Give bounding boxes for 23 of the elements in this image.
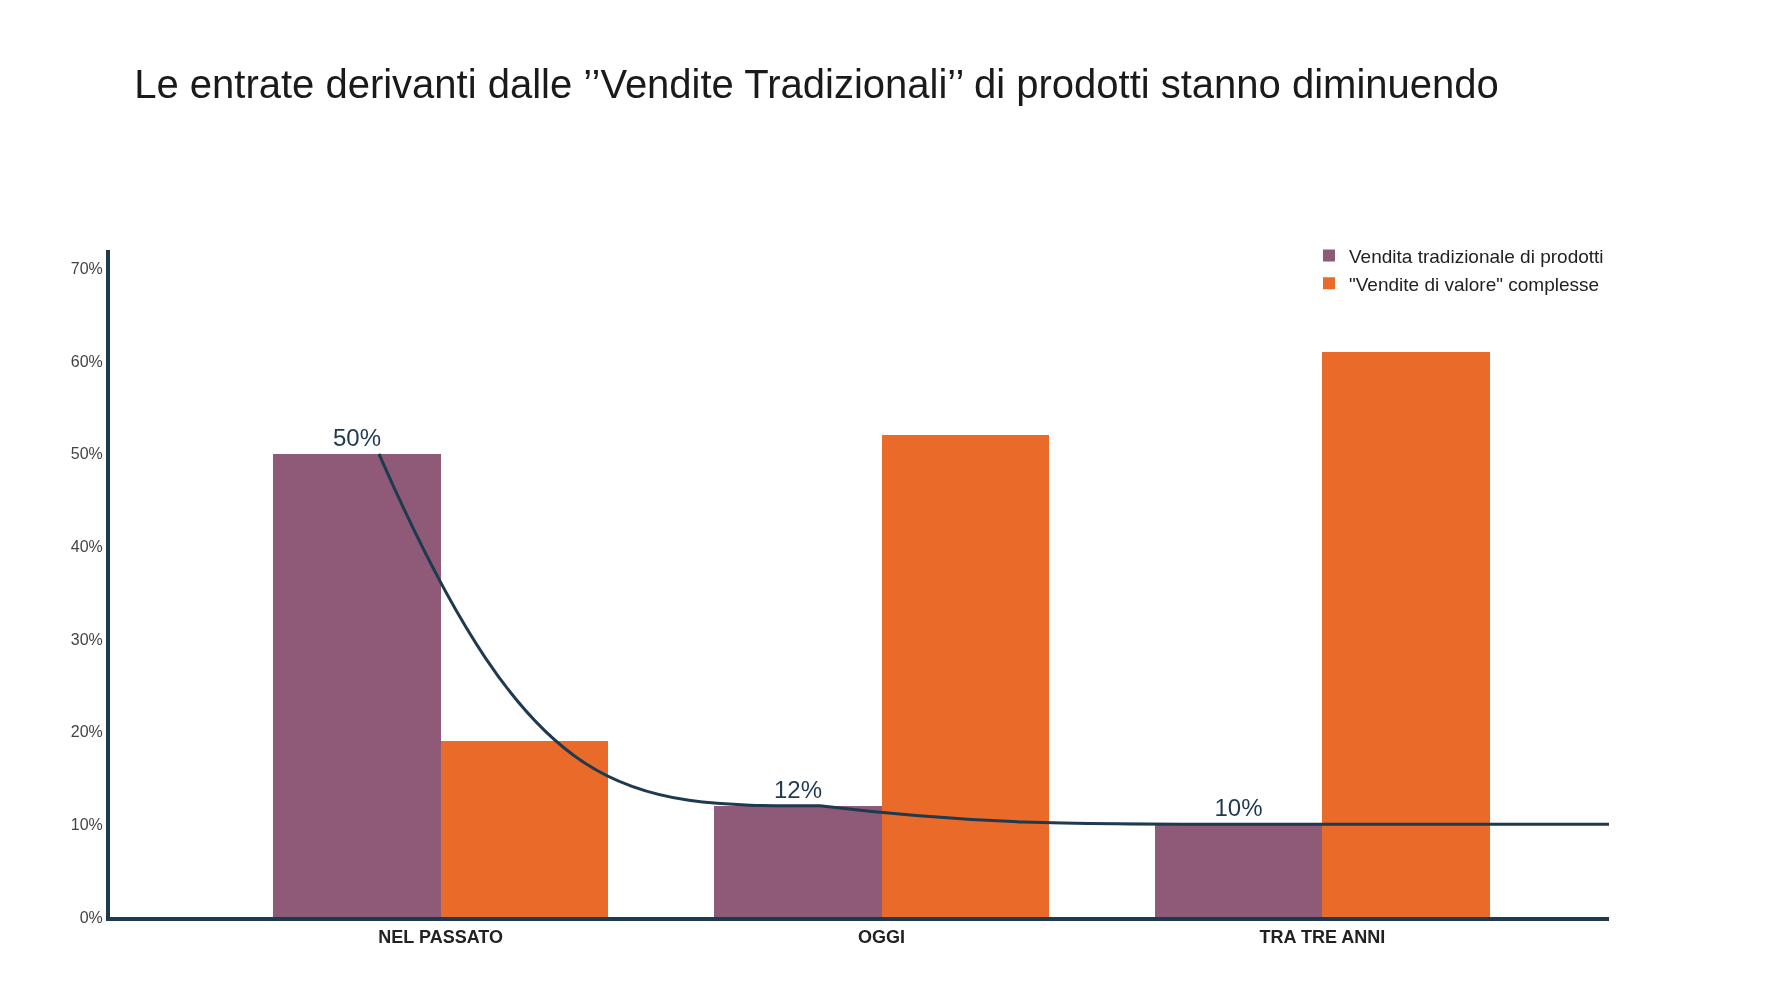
bar [882, 435, 1049, 917]
x-tick-label: OGGI [858, 926, 906, 947]
y-tick-label: 30% [70, 630, 103, 648]
bar [1322, 352, 1490, 917]
legend-label: Vendita tradizionale di prodotti [1349, 245, 1604, 267]
x-tick-label: NEL PASSATO [378, 926, 504, 947]
legend-label: "Vendite di valore" complesse [1349, 273, 1600, 295]
bar [714, 806, 882, 917]
bar [441, 741, 608, 917]
y-tick-label: 70% [70, 260, 103, 278]
data-label: 12% [773, 776, 823, 803]
chart-title: Le entrate derivanti dalle ’’Vendite Tradizionali’’ di prodotti stanno diminuendo [134, 62, 1499, 107]
y-tick-label: 20% [70, 723, 103, 741]
bar [1155, 824, 1322, 917]
y-tick-label: 0% [79, 908, 103, 926]
data-label: 50% [332, 424, 382, 451]
data-label: 10% [1214, 794, 1263, 821]
x-tick-label: TRA TRE ANNI [1259, 926, 1386, 947]
y-tick-label: 10% [70, 815, 103, 833]
bar [273, 454, 441, 917]
y-tick-label: 60% [70, 352, 103, 370]
y-tick-label: 50% [70, 445, 103, 463]
y-tick-label: 40% [70, 538, 103, 556]
